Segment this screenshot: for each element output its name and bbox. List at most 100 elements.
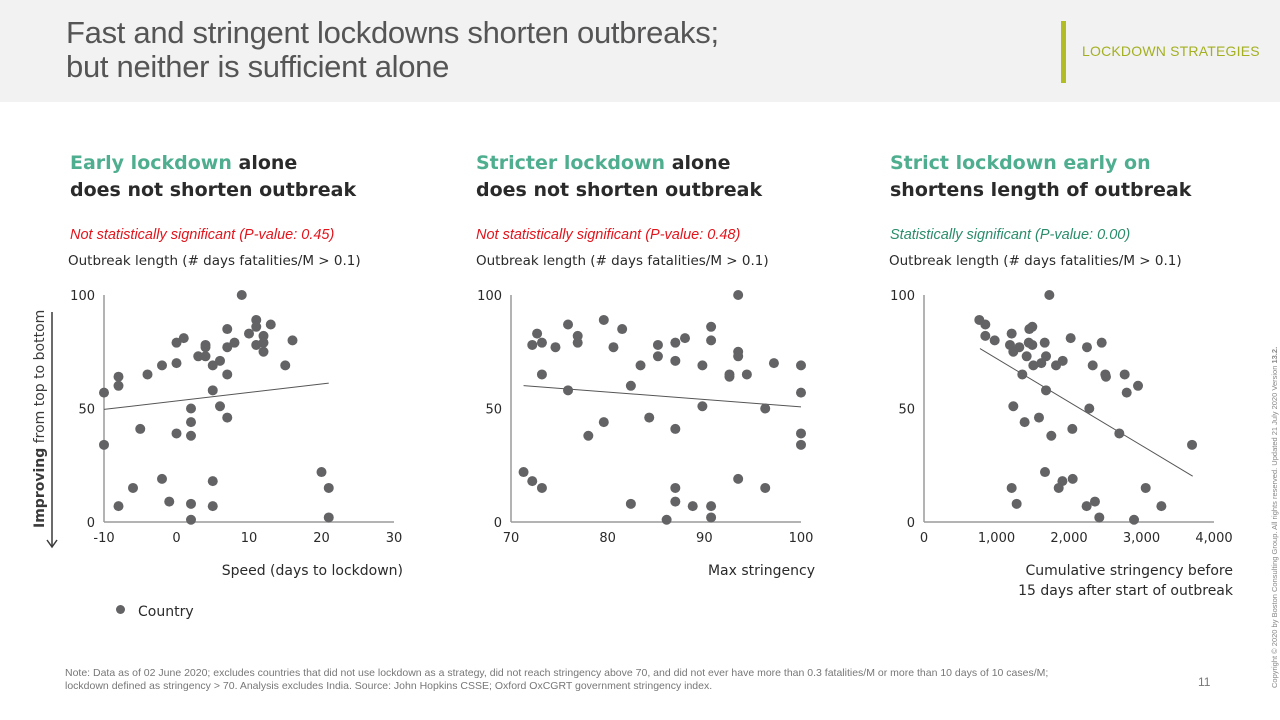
panel-3-significance: Statistically significant (P-value: 0.00… (890, 227, 1131, 243)
slide-title-line2: but neither is sufficient alone (66, 49, 450, 84)
chart-2-country-point (598, 314, 609, 325)
section-label: LOCKDOWN STRATEGIES (1082, 43, 1260, 59)
chart-2-country-point (652, 351, 663, 362)
chart-2-country-point (670, 337, 681, 348)
chart-3-country-point (1039, 337, 1050, 348)
chart-1-trendline (103, 382, 329, 410)
chart-3-x-tick-label: 4,000 (1195, 531, 1232, 546)
chart-3-country-point (1187, 439, 1198, 450)
chart-1-country-point (186, 498, 196, 509)
improving-bold: Improving (32, 447, 48, 528)
chart-3-country-point (1087, 360, 1098, 371)
chart-1-country-point (164, 496, 175, 507)
chart-2-country-point (536, 369, 547, 380)
chart-2-country-point (670, 482, 681, 493)
chart-1-country-point (135, 423, 146, 434)
chart-1-country-point (200, 351, 211, 362)
chart-2-country-point (550, 342, 561, 353)
chart-1-country-point (215, 401, 225, 412)
chart-1-x-tick-label: 30 (386, 531, 403, 546)
panel-1-title-rest: alone (231, 152, 298, 174)
chart-2-country-point (760, 403, 771, 414)
chart-3-country-point (1081, 342, 1092, 353)
chart-1-country-point (207, 476, 218, 487)
chart-3-country-point (1021, 351, 1032, 362)
chart-1-country-point (287, 335, 298, 346)
chart-1-country-point (128, 482, 138, 493)
chart-2-country-point (733, 473, 744, 484)
chart-1-country-point (157, 360, 167, 371)
chart-3-country-point (1008, 401, 1019, 412)
chart-2-country-point (796, 428, 806, 439)
panel-1-title-line2: does not shorten outbreak (70, 179, 357, 201)
panel-3-title-line2: shortens length of outbreak (890, 179, 1192, 201)
chart-2-country-point (518, 467, 529, 478)
chart-1-country-point (99, 439, 109, 450)
chart-3-country-point (1067, 473, 1078, 484)
chart-3-x-tick-label: 0 (920, 531, 928, 546)
panel-3-title-accent: Strict lockdown early on (890, 152, 1151, 174)
chart-2-x-tick-label: 100 (789, 531, 814, 546)
chart-1-country-point (113, 371, 124, 382)
chart-3-country-point (1065, 333, 1076, 344)
chart-3-country-point (1067, 423, 1078, 434)
chart-3-y-tick-label: 0 (907, 516, 915, 531)
panel-2-y-axis-label: Outbreak length (# days fatalities/M > 0… (476, 253, 769, 269)
chart-1-country-point (222, 324, 233, 335)
panel-1-x-axis-label: Speed (days to lockdown) (200, 561, 403, 581)
chart-1-x-tick-label: 20 (313, 531, 330, 546)
chart-2-country-point (563, 319, 574, 330)
chart-3-country-point (1027, 339, 1038, 350)
chart-2-x-tick-label: 90 (696, 531, 713, 546)
footnote: Note: Data as of 02 June 2020; excludes … (65, 667, 1049, 692)
chart-3-country-point (980, 330, 991, 341)
chart-1-country-point (207, 501, 218, 512)
chart-1-y-tick-label: 0 (87, 516, 95, 531)
chart-2-x-tick-label: 70 (503, 531, 520, 546)
chart-2-country-point (680, 333, 690, 344)
chart-1-x-tick-label: 0 (172, 531, 180, 546)
legend-marker-icon (116, 604, 125, 614)
chart-2-country-point (796, 439, 806, 450)
chart-2-country-point (644, 412, 655, 423)
chart-2-y-tick-label: 50 (485, 403, 502, 418)
chart-2-country-point (697, 401, 708, 412)
chart-1-country-point (229, 337, 240, 348)
panel-1-title-accent: Early lockdown (70, 152, 232, 174)
chart-2-country-point (536, 482, 547, 493)
chart-3-country-point (1084, 403, 1095, 414)
chart-2-y-tick-label: 100 (477, 289, 502, 304)
chart-2-country-point (670, 423, 681, 434)
chart-2-country-point (724, 371, 735, 382)
chart-3-country-point (1119, 369, 1130, 380)
chart-3-y-tick-label: 50 (898, 403, 915, 418)
chart-3-country-point (1006, 482, 1017, 493)
chart-1-country-point (171, 428, 182, 439)
chart-3-country-point (1089, 496, 1100, 507)
improving-direction-label: Improving from top to bottom (32, 310, 48, 528)
chart-2-country-point (652, 339, 663, 350)
chart-1-country-point (186, 417, 196, 428)
chart-2-country-point (697, 360, 708, 371)
chart-1-country-point (186, 514, 196, 525)
legend-label: Country (138, 604, 194, 620)
chart-3-country-point (1114, 428, 1125, 439)
chart-3-country-point (1057, 355, 1068, 366)
chart-2-country-point (760, 482, 771, 493)
chart-3-country-point (1100, 371, 1111, 382)
chart-2-country-point (733, 290, 744, 300)
chart-2-country-point (527, 476, 538, 487)
chart-3-country-point (1019, 417, 1030, 428)
chart-2-country-point (536, 337, 547, 348)
chart-1-country-point (323, 482, 334, 493)
panel-2-title: Stricter lockdown alone does not shorten… (476, 150, 762, 204)
slide-title-line1: Fast and stringent lockdowns shorten out… (66, 15, 719, 50)
chart-3-x-tick-label: 3,000 (1123, 531, 1160, 546)
copyright-text: Copyright © 2020 by Boston Consulting Gr… (1270, 363, 1279, 688)
chart-1-country-point (171, 337, 182, 348)
chart-1-country-point (258, 346, 269, 357)
chart-1-country-point (280, 360, 291, 371)
chart-2-country-point (635, 360, 646, 371)
chart-1-country-point (222, 342, 233, 353)
